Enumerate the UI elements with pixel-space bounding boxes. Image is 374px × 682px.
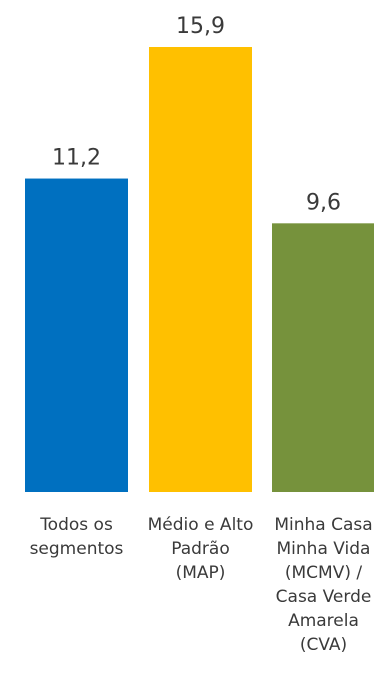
category-label-2-line-1: Médio e Alto xyxy=(148,515,254,535)
category-labels-layer: Todos os segmentos Médio e Alto Padrão (MAP)… xyxy=(30,515,373,655)
category-label-1-line-2: segmentos xyxy=(30,539,124,559)
category-label-3: Minha Casa Minha Vida (MCMV) / Casa Verde Am… xyxy=(274,515,372,655)
category-label-3-line-5: Amarela xyxy=(288,611,359,631)
bar-2 xyxy=(149,47,252,492)
category-label-3-line-4: Casa Verde xyxy=(276,587,372,607)
category-label-3-line-6: (CVA) xyxy=(300,635,347,655)
category-label-2-line-2: Padrão xyxy=(171,539,230,559)
value-label-2: 15,9 xyxy=(176,14,225,39)
category-label-3-line-3: (MCMV) / xyxy=(285,563,363,583)
category-label-2-line-3: (MAP) xyxy=(176,563,226,583)
category-label-1-line-1: Todos os xyxy=(39,515,113,535)
category-label-3-line-2: Minha Vida xyxy=(277,539,371,559)
category-label-2: Médio e Alto Padrão (MAP) xyxy=(148,515,254,583)
bar-1 xyxy=(25,178,128,492)
bars-layer xyxy=(25,47,374,493)
value-labels-layer: 11,2 15,9 9,6 xyxy=(52,14,341,215)
category-label-1: Todos os segmentos xyxy=(30,515,124,559)
category-label-3-line-1: Minha Casa xyxy=(274,515,372,535)
value-label-3: 9,6 xyxy=(306,190,341,215)
value-label-1: 11,2 xyxy=(52,146,101,171)
bar-3 xyxy=(272,223,374,493)
